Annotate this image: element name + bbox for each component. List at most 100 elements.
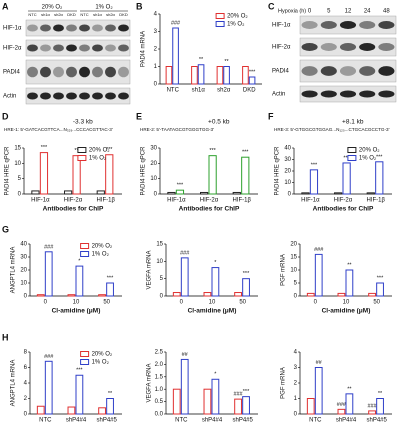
blot-band [53, 92, 64, 100]
y-tick-label: 30 [150, 146, 157, 152]
significance: *** [209, 148, 216, 154]
y-tick-label: 0.0 [155, 412, 164, 418]
bar [368, 292, 376, 297]
lane-label: sh2α [54, 12, 63, 17]
y-axis-label: ANGPTL4 mRNA [11, 360, 17, 407]
legend-label: 1% O₂ [92, 252, 110, 258]
x-tick-label: NTC [39, 418, 52, 424]
blot-band [66, 44, 77, 52]
x-tick-label: DKD [243, 88, 256, 94]
blot-band [79, 66, 90, 78]
y-tick-label: 20 [290, 242, 297, 248]
panel-letter: B [136, 1, 143, 11]
bar [223, 66, 230, 85]
y-tick-label: 2 [154, 47, 158, 53]
significance: *** [242, 150, 249, 156]
y-tick-label: 2.5 [155, 350, 164, 356]
blot-strip [25, 19, 131, 37]
y-tick-label: 15 [14, 146, 21, 152]
panel-letter: A [2, 1, 9, 11]
bar [242, 278, 250, 297]
y-tick-label: 4 [24, 381, 28, 387]
blot-strip [25, 39, 131, 57]
significance: ### [44, 244, 54, 250]
bar [75, 374, 84, 415]
lane-label: NTC [28, 12, 36, 17]
blot-band [301, 90, 318, 98]
blot-band [79, 24, 90, 32]
significance: ** [347, 386, 352, 392]
y-tick-label: 2 [294, 381, 298, 387]
bar [64, 190, 73, 195]
blot-band [359, 21, 376, 29]
blot-band [40, 66, 51, 78]
x-tick-label: 50 [239, 300, 246, 306]
x-tick-label: shP4#4 [202, 418, 223, 424]
bar [67, 294, 76, 297]
legend-label: 20% O₂ [92, 244, 113, 250]
blot-band [92, 92, 103, 100]
bar [309, 169, 319, 195]
significance: *** [249, 69, 256, 75]
bar [345, 393, 354, 415]
y-tick-label: 0 [154, 82, 158, 88]
x-tick-label: sh1α [192, 88, 206, 94]
blot-band [105, 92, 116, 100]
y-tick-label: 4 [294, 350, 298, 356]
bar [241, 156, 250, 195]
panel-letter: F [268, 111, 274, 121]
y-tick-label: 15 [290, 255, 297, 261]
bar [366, 192, 375, 195]
y-tick-label: 0 [18, 192, 22, 198]
significance: *** [41, 145, 48, 151]
legend-label: 20% O₂ [89, 148, 110, 154]
significance: ### [314, 247, 324, 253]
significance: * [78, 259, 81, 265]
significance: *** [76, 368, 83, 374]
blot-row-label: HIF-1α [272, 23, 291, 29]
y-tick-label: 30 [20, 255, 27, 261]
hre-sequence: HRE-2: 5'-TAATAGCGTGGGTGG-3' [140, 127, 214, 132]
bar [36, 405, 45, 415]
blot-band [92, 66, 103, 78]
blot-band [118, 44, 129, 52]
y-tick-label: 0.5 [155, 399, 164, 405]
significance: ** [108, 391, 113, 397]
bar [197, 64, 205, 85]
significance: ### [337, 402, 347, 408]
x-tick-label: HIF-2α [200, 198, 219, 204]
x-tick-label: shP4#4 [66, 418, 87, 424]
y-tick-label: 0 [294, 294, 298, 300]
y-axis-label: PGF mRNA [281, 254, 287, 286]
bar [234, 398, 242, 415]
blot-band [118, 24, 129, 32]
blot-row-label: PADI4 [272, 69, 290, 75]
hre-sequence: HRE-3: 5'-GTGGCGTGGAG...N₁₂₀...CTGCACGCC… [274, 127, 390, 132]
significance: *** [343, 155, 350, 161]
x-tick-label: 50 [103, 300, 110, 306]
legend-swatch [80, 351, 90, 357]
y-tick-label: 1.5 [155, 374, 164, 380]
y-tick-label: 6 [24, 365, 28, 371]
blot-band [53, 44, 64, 52]
x-axis-label: Antibodies for ChIP [313, 206, 374, 213]
bar [72, 155, 81, 195]
blot-band [40, 24, 51, 32]
bar [31, 190, 40, 195]
bar [306, 292, 315, 297]
x-tick-label: 0 [44, 300, 48, 306]
bar [175, 189, 185, 195]
legend-label: 20% O₂ [92, 352, 113, 358]
lane-label: 12 [345, 9, 352, 15]
significance: ### [44, 354, 54, 360]
blot-header: Hypoxia (h) [278, 8, 306, 14]
significance: ## [316, 360, 323, 366]
bar [106, 398, 114, 415]
significance: *** [311, 162, 318, 168]
x-tick-label: shP4#4 [336, 418, 357, 424]
bar [200, 191, 209, 195]
bar [211, 378, 220, 415]
blot-band [301, 66, 318, 76]
hre-position: +0.5 kb [208, 119, 230, 126]
y-tick-label: 20 [150, 161, 157, 167]
